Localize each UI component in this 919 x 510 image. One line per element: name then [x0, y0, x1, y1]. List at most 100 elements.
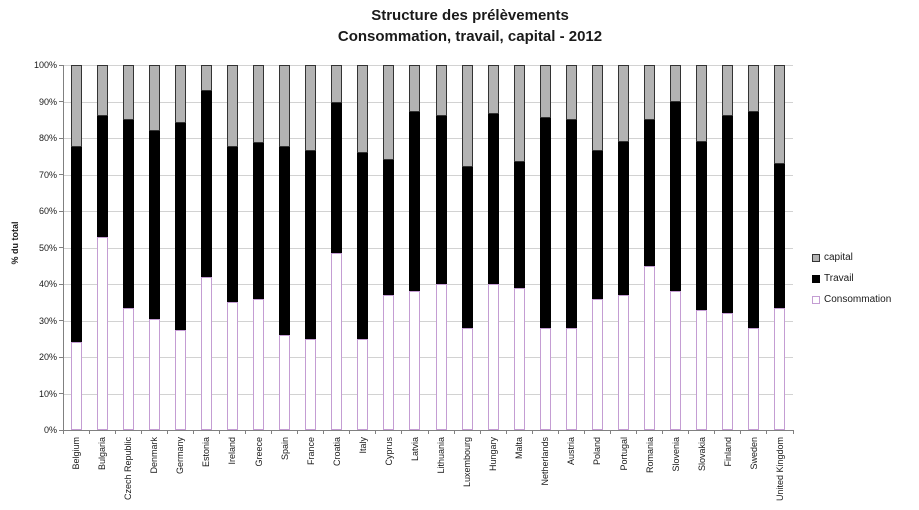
bar-germany-travail — [174, 123, 186, 330]
gridline — [63, 65, 793, 66]
x-tick-mark — [505, 430, 507, 434]
chart-title-block: Structure des prélèvements Consommation,… — [50, 5, 890, 47]
bar-belgium-travail — [70, 147, 82, 343]
x-axis-label: Belgium — [71, 437, 82, 470]
gridline — [63, 138, 793, 139]
y-axis-tick-label: 30% — [38, 315, 57, 326]
x-tick-mark — [688, 430, 690, 434]
bar-slovakia-capital — [696, 65, 708, 142]
bar-belgium-consommation — [70, 342, 82, 430]
x-tick-mark — [349, 430, 351, 434]
bar-hungary-travail — [487, 114, 499, 284]
legend-item-consommation: Consommation — [812, 294, 891, 305]
bar-denmark-travail — [148, 130, 160, 319]
legend-item-capital: capital — [812, 252, 891, 263]
bar-italy-travail — [357, 152, 369, 339]
bar-estonia-capital — [200, 65, 212, 91]
bar-finland-consommation — [722, 313, 734, 430]
bar-luxembourg-capital — [461, 65, 473, 168]
bar-croatia-consommation — [331, 252, 343, 430]
x-tick-mark — [427, 430, 429, 434]
bar-spain-travail — [279, 147, 291, 336]
x-axis-label: Finland — [722, 437, 733, 467]
y-axis-tick-label: 10% — [38, 388, 57, 399]
legend-swatch-consommation — [812, 295, 820, 304]
legend-item-travail: Travail — [812, 273, 891, 284]
x-axis-label: Netherlands — [540, 437, 551, 486]
x-tick-mark — [114, 430, 116, 434]
x-axis-label: France — [305, 437, 316, 466]
x-tick-mark — [218, 430, 220, 434]
bar-slovenia-consommation — [670, 291, 682, 430]
x-tick-mark — [88, 430, 90, 434]
x-tick-mark — [62, 430, 64, 434]
gridline — [63, 211, 793, 212]
bar-spain-capital — [279, 65, 291, 148]
bar-malta-travail — [513, 161, 525, 288]
bar-portugal-consommation — [618, 294, 630, 430]
bar-latvia-consommation — [409, 291, 421, 430]
y-axis-line — [63, 65, 64, 430]
bar-sweden-travail — [748, 112, 760, 328]
y-axis-tick-label: 0% — [43, 425, 57, 435]
x-tick-mark — [375, 430, 377, 434]
y-tick-mark — [59, 356, 63, 358]
bar-malta-capital — [513, 65, 525, 162]
bar-finland-travail — [722, 116, 734, 314]
gridline — [63, 357, 793, 358]
x-tick-mark — [636, 430, 638, 434]
y-tick-mark — [59, 64, 63, 66]
x-axis-label: Cyprus — [383, 437, 394, 466]
bar-czech-republic-capital — [122, 65, 134, 120]
x-tick-mark — [401, 430, 403, 434]
bar-bulgaria-consommation — [96, 236, 108, 430]
x-axis-label: Croatia — [331, 437, 342, 467]
y-axis-tick-label: 80% — [38, 133, 57, 143]
bar-latvia-travail — [409, 112, 421, 292]
bar-spain-consommation — [279, 335, 291, 430]
gridline — [63, 101, 793, 103]
bar-france-travail — [305, 150, 317, 339]
x-tick-mark — [245, 430, 246, 434]
bar-estonia-consommation — [200, 276, 212, 430]
x-axis-label: Slovakia — [696, 437, 707, 472]
x-tick-mark — [792, 430, 794, 434]
bar-france-capital — [305, 65, 317, 151]
x-tick-mark — [453, 430, 455, 434]
x-axis-label: Poland — [592, 437, 603, 466]
bar-lithuania-capital — [435, 65, 447, 117]
bar-germany-consommation — [174, 329, 186, 430]
bar-united-kingdom-travail — [774, 163, 786, 308]
y-axis-tick-label: 20% — [38, 352, 57, 362]
x-axis-label: Lithuania — [436, 437, 447, 474]
bar-united-kingdom-capital — [774, 65, 786, 164]
x-tick-mark — [766, 430, 768, 434]
bar-poland-consommation — [591, 298, 603, 430]
bar-ireland-capital — [226, 65, 238, 148]
y-tick-mark — [59, 247, 63, 248]
x-tick-mark — [714, 430, 716, 434]
y-axis-tick-label: 70% — [38, 169, 57, 180]
gridline — [63, 320, 793, 322]
bar-lithuania-consommation — [435, 284, 447, 430]
x-tick-mark — [166, 430, 168, 434]
bar-luxembourg-travail — [461, 167, 473, 328]
bar-latvia-capital — [409, 65, 421, 113]
bar-ireland-consommation — [226, 302, 238, 430]
bar-belgium-capital — [70, 65, 82, 148]
bar-austria-travail — [565, 119, 577, 328]
bar-croatia-capital — [331, 65, 343, 104]
bar-france-consommation — [305, 338, 317, 430]
y-tick-mark — [59, 210, 63, 212]
bar-denmark-capital — [148, 65, 160, 131]
bar-italy-consommation — [357, 338, 369, 430]
x-axis-label: Italy — [357, 437, 368, 454]
bar-czech-republic-consommation — [122, 307, 134, 430]
legend-swatch-capital — [812, 253, 820, 262]
y-tick-mark — [59, 429, 63, 431]
legend-label-travail: Travail — [824, 273, 854, 284]
bar-sweden-capital — [748, 65, 760, 113]
bar-croatia-travail — [331, 103, 343, 253]
x-axis-label: Germany — [175, 437, 186, 475]
